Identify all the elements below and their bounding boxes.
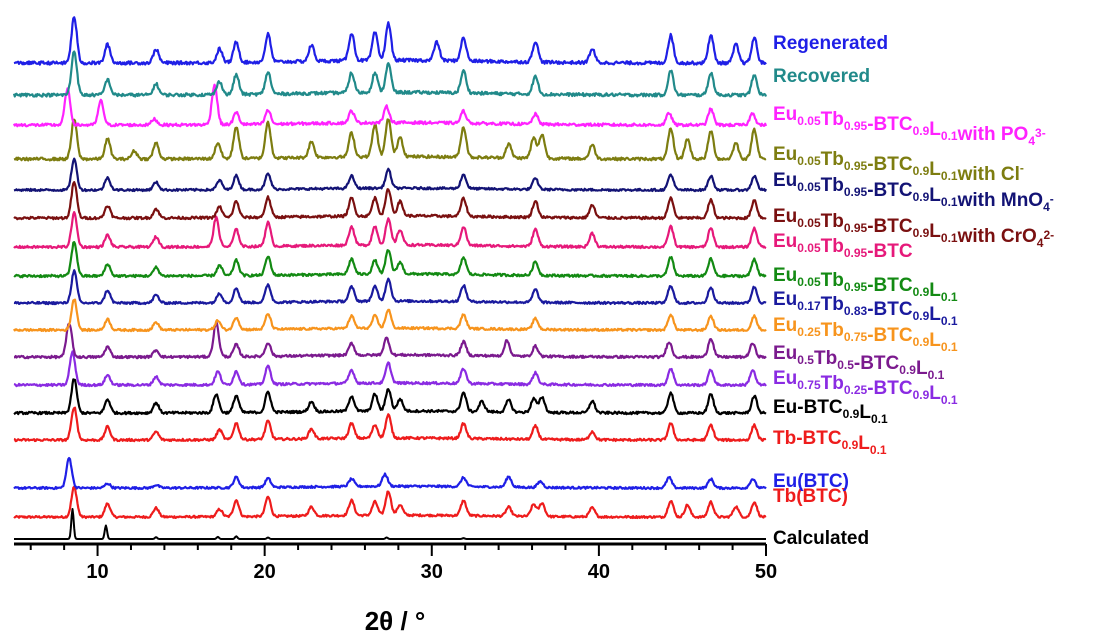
trace-0 [13, 508, 767, 540]
series-label: Eu0.05Tb0.95-BTC0.9L0.1with CrO42- [773, 206, 1054, 250]
series-label: Calculated [773, 528, 869, 549]
series-label: Eu0.17Tb0.83-BTC0.9L0.1 [773, 289, 958, 328]
series-label: Regenerated [773, 33, 888, 54]
trace-8 [13, 269, 767, 306]
trace-14 [12, 83, 768, 128]
x-tick-label: 20 [254, 561, 276, 583]
trace-11 [13, 181, 767, 221]
series-label: Eu0.75Tb0.25-BTC0.9L0.1 [773, 368, 958, 407]
series-label: Tb-BTC0.9L0.1 [773, 428, 887, 457]
trace-16 [13, 16, 767, 66]
x-tick-label: 10 [86, 561, 108, 583]
trace-3 [13, 406, 767, 443]
series-label: Recovered [773, 66, 870, 87]
trace-10 [13, 211, 767, 250]
trace-1 [13, 485, 767, 520]
trace-9 [13, 241, 767, 279]
x-axis-ticks: 10 20 30 40 50 [29, 544, 777, 583]
trace-5 [13, 350, 767, 388]
series-label: Eu0.05Tb0.95-BTC0.9L0.1with MnO4- [773, 170, 1054, 214]
trace-12 [13, 157, 768, 193]
x-axis: 10 20 30 40 50 [14, 542, 777, 583]
series-label: Eu-BTC0.9L0.1 [773, 397, 888, 426]
x-tick-label: 30 [421, 561, 443, 583]
series-label: Tb(BTC) [773, 486, 848, 507]
x-axis-label: 2θ / ° [365, 606, 426, 636]
series-label: Eu(BTC) [773, 471, 849, 492]
series-labels: Calculated Tb(BTC)Eu(BTC) Tb-BTC0.9L0.1Eu-… [773, 33, 1054, 549]
trace-6 [13, 321, 767, 360]
series-label: Eu0.05Tb0.95-BTC0.9L0.1 [773, 265, 958, 304]
trace-15 [12, 50, 768, 98]
trace-4 [13, 378, 767, 416]
x-tick-label: 40 [588, 561, 610, 583]
series-label: Eu0.05Tb0.95-BTC [773, 231, 913, 262]
trace-13 [13, 118, 767, 162]
trace-7 [13, 298, 767, 333]
trace-2 [13, 457, 767, 491]
x-tick-label: 50 [755, 561, 777, 583]
series-label: Eu0.05Tb0.95-BTC0.9L0.1with Cl- [773, 144, 1024, 185]
series-label: Eu0.5Tb0.5-BTC0.9L0.1 [773, 343, 945, 382]
pattern-traces [12, 16, 768, 540]
series-label: Eu0.25Tb0.75-BTC0.9L0.1 [773, 315, 958, 354]
series-label: Eu0.05Tb0.95-BTC0.9L0.1with PO43- [773, 104, 1046, 148]
